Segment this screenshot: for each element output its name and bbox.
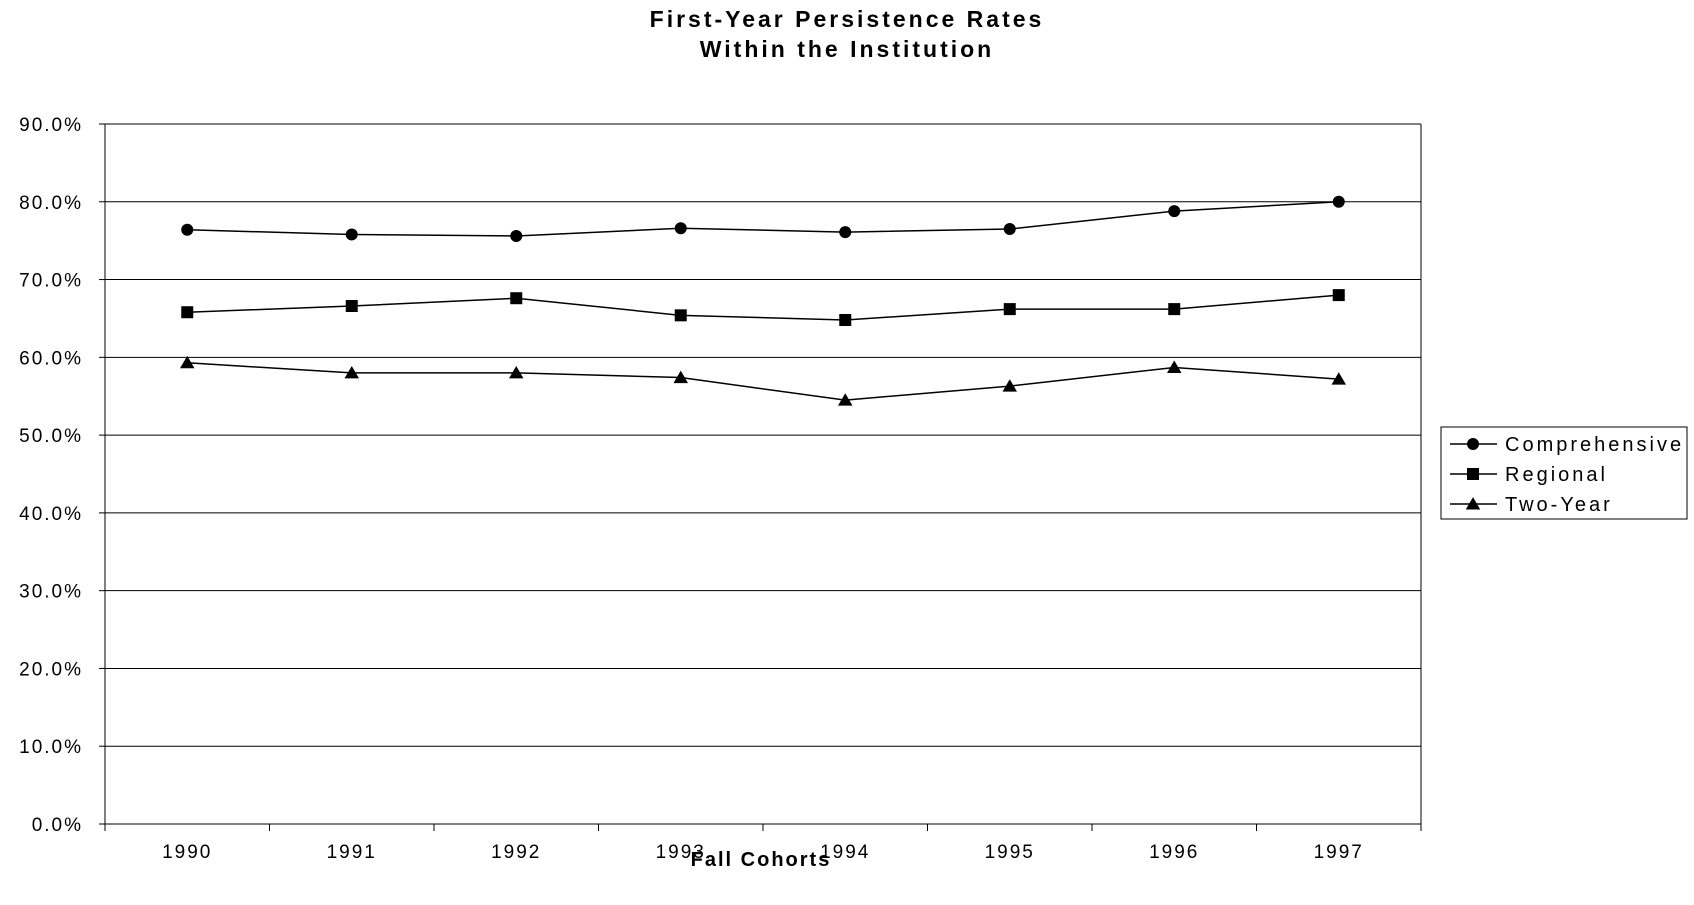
legend-marker-regional [1467,468,1479,480]
y-tick-label: 80.0% [19,193,83,214]
legend-marker-two-year [1465,497,1481,510]
y-tick-label: 50.0% [19,426,83,447]
gridlines [105,123,1421,747]
axes: 0.0% 10.0% 20.0% 30.0% 40.0% 50.0% 60.0% 70.0% 8… [19,115,1422,863]
data-point-comprehensive [839,226,852,239]
y-tick-label: 30.0% [19,582,83,603]
y-tick-label: 60.0% [19,348,83,369]
y-tick-label: 90.0% [19,115,83,136]
data-point-two-year [1167,360,1182,373]
series-line-two-year [187,362,1339,401]
series-line-comprehensive [187,201,1339,237]
data-point-two-year [509,365,524,379]
data-point-two-year [1002,379,1017,392]
x-tick-label: 1995 [985,842,1035,863]
data-point-two-year [838,393,853,406]
y-tick-label: 10.0% [19,737,83,758]
data-point-regional [1003,303,1016,316]
legend: Comprehensive Regional Two-Year [1440,426,1688,520]
data-point-two-year [180,355,195,369]
data-point-two-year [673,370,688,384]
x-tick-label: 1991 [327,842,377,863]
x-tick-label: 1993 [656,842,706,863]
data-point-regional [839,314,852,326]
data-point-comprehensive [1332,195,1345,208]
data-point-comprehensive [1168,205,1181,218]
x-tick-label: 1992 [491,842,541,863]
series-group [180,195,1346,406]
y-tick-label: 70.0% [19,271,83,292]
series-line-regional [187,294,1339,321]
legend-marker-comprehensive [1467,438,1479,450]
x-tick-label: 1996 [1149,842,1199,863]
y-tick-label: 0.0% [32,815,83,836]
legend-label-comprehensive: Comprehensive [1505,434,1684,456]
data-point-two-year [344,365,359,379]
data-point-regional [345,300,358,312]
data-point-regional [510,292,523,305]
data-point-regional [1168,303,1181,316]
x-axis-title: Fall Cohorts [691,849,832,871]
y-tick-label: 20.0% [19,659,83,680]
chart-subtitle: Within the Institution [700,36,994,62]
data-point-regional [674,309,687,322]
data-point-comprehensive [181,223,194,236]
data-point-comprehensive [510,230,523,242]
chart-title: First-Year Persistence Rates [650,6,1045,32]
x-tick-label: 1990 [162,842,212,863]
data-point-comprehensive [674,222,687,235]
legend-label-two-year: Two-Year [1505,494,1613,516]
data-point-regional [181,306,194,319]
legend-label-regional: Regional [1505,464,1608,486]
x-tick-label: 1994 [820,842,870,863]
data-point-comprehensive [345,228,358,241]
y-tick-label: 40.0% [19,504,83,525]
data-point-comprehensive [1003,223,1016,235]
x-tick-label: 1997 [1314,842,1364,863]
data-point-regional [1332,289,1345,302]
data-point-two-year [1331,372,1346,385]
